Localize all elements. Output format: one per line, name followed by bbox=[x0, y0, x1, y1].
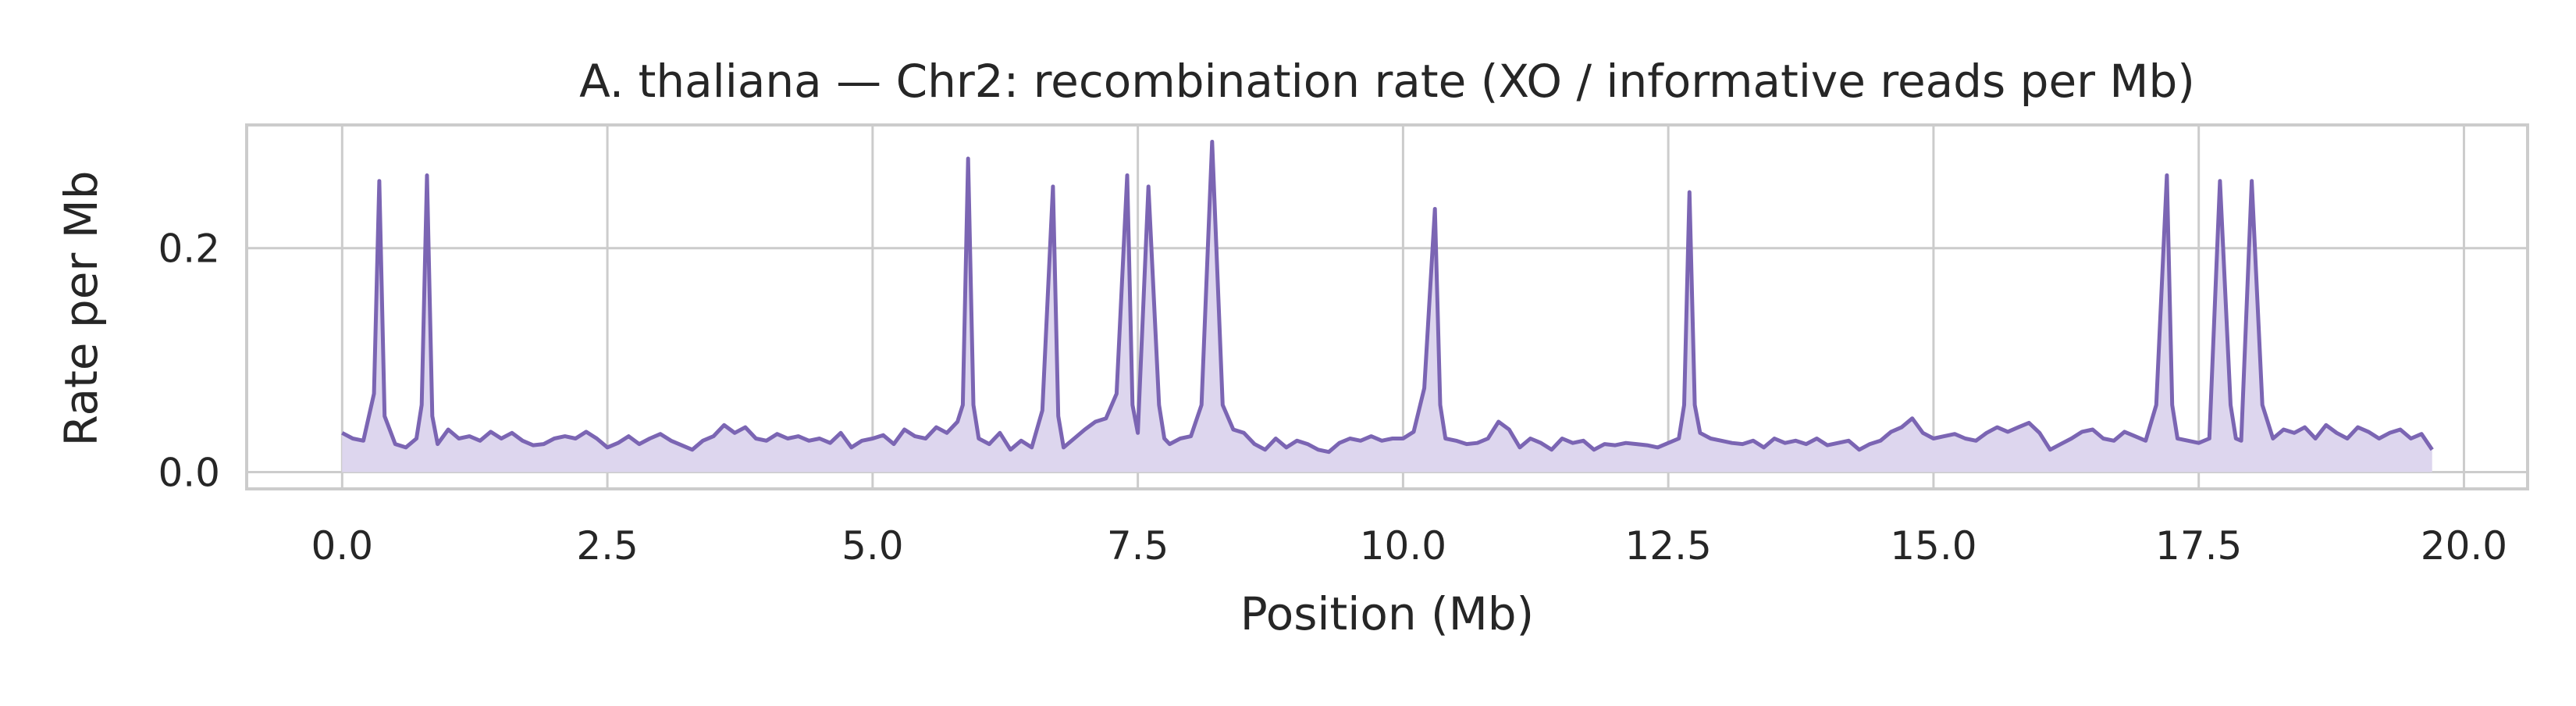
chart-title: A. thaliana — Chr2: recombination rate (… bbox=[579, 55, 2195, 108]
x-axis-label: Position (Mb) bbox=[1240, 587, 1534, 640]
x-tick-label-6: 15.0 bbox=[1890, 523, 1976, 569]
x-tick-label-8: 20.0 bbox=[2421, 523, 2507, 569]
x-tick-label-3: 7.5 bbox=[1107, 523, 1169, 569]
series-area-fill bbox=[342, 141, 2432, 472]
x-tick-label-4: 10.0 bbox=[1360, 523, 1446, 569]
x-tick-label-2: 5.0 bbox=[841, 523, 904, 569]
x-tick-label-7: 17.5 bbox=[2155, 523, 2242, 569]
y-tick-label-1: 0.2 bbox=[158, 226, 220, 272]
plot-frame bbox=[245, 123, 2529, 490]
y-tick-label-0: 0.0 bbox=[158, 450, 220, 495]
x-tick-label-0: 0.0 bbox=[311, 523, 374, 569]
series-line bbox=[341, 140, 2434, 455]
x-tick-label-1: 2.5 bbox=[576, 523, 639, 569]
x-tick-label-5: 12.5 bbox=[1624, 523, 1711, 569]
y-axis-label: Rate per Mb bbox=[55, 170, 108, 446]
